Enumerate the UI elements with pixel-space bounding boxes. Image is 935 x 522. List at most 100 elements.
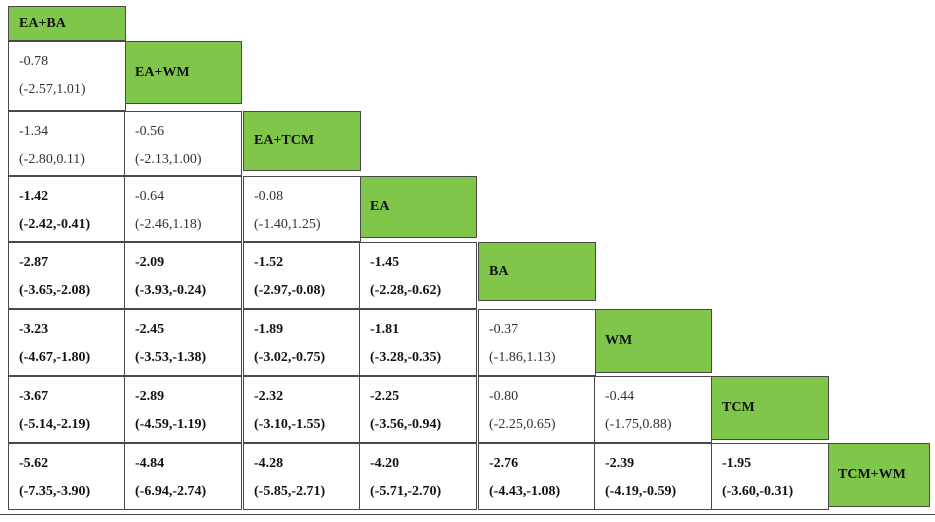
treatment-label: WM xyxy=(605,333,633,348)
effect-estimate: -0.80 xyxy=(489,389,519,404)
confidence-interval: (-2.57,1.01) xyxy=(19,82,86,97)
effect-estimate: -3.67 xyxy=(19,389,49,404)
comparison-cell: -5.62 (-7.35,-3.90) xyxy=(8,443,126,510)
effect-estimate: -2.32 xyxy=(254,389,284,404)
comparison-cell: -1.45 (-2.28,-0.62) xyxy=(359,242,477,309)
confidence-interval: (-5.14,-2.19) xyxy=(19,417,91,432)
confidence-interval: (-3.02,-0.75) xyxy=(254,350,326,365)
confidence-interval: (-2.46,1.18) xyxy=(135,217,202,232)
effect-estimate: -0.78 xyxy=(19,54,49,69)
confidence-interval: (-2.13,1.00) xyxy=(135,152,202,167)
comparison-cell: -1.34 (-2.80,0.11) xyxy=(8,111,126,176)
effect-estimate: -1.42 xyxy=(19,189,49,204)
comparison-cell: -1.52 (-2.97,-0.08) xyxy=(243,242,361,309)
effect-estimate: -2.89 xyxy=(135,389,165,404)
comparison-cell: -0.80 (-2.25,0.65) xyxy=(478,376,596,443)
confidence-interval: (-3.10,-1.55) xyxy=(254,417,326,432)
confidence-interval: (-1.40,1.25) xyxy=(254,217,321,232)
effect-estimate: -2.76 xyxy=(489,456,519,471)
confidence-interval: (-3.28,-0.35) xyxy=(370,350,442,365)
treatment-label-cell: EA+TCM xyxy=(243,111,361,171)
treatment-label-cell: BA xyxy=(478,242,596,301)
confidence-interval: (-3.56,-0.94) xyxy=(370,417,442,432)
confidence-interval: (-2.80,0.11) xyxy=(19,152,85,167)
effect-estimate: -2.25 xyxy=(370,389,400,404)
comparison-cell: -1.89 (-3.02,-0.75) xyxy=(243,309,361,376)
comparison-cell: -4.20 (-5.71,-2.70) xyxy=(359,443,477,510)
treatment-label-cell: EA xyxy=(359,176,477,238)
comparison-cell: -2.76 (-4.43,-1.08) xyxy=(478,443,596,510)
effect-estimate: -2.39 xyxy=(605,456,635,471)
comparison-cell: -2.09 (-3.93,-0.24) xyxy=(124,242,242,309)
confidence-interval: (-2.25,0.65) xyxy=(489,417,556,432)
treatment-label: EA+BA xyxy=(19,15,66,31)
confidence-interval: (-3.60,-0.31) xyxy=(722,484,794,499)
comparison-cell: -4.84 (-6.94,-2.74) xyxy=(124,443,242,510)
comparison-cell: -2.45 (-3.53,-1.38) xyxy=(124,309,242,376)
confidence-interval: (-2.42,-0.41) xyxy=(19,217,91,232)
confidence-interval: (-3.65,-2.08) xyxy=(19,283,91,298)
effect-estimate: -1.81 xyxy=(370,322,400,337)
effect-estimate: -0.37 xyxy=(489,322,519,337)
effect-estimate: -2.09 xyxy=(135,255,165,270)
treatment-label-cell: WM xyxy=(594,309,712,373)
comparison-cell: -0.56 (-2.13,1.00) xyxy=(124,111,242,176)
treatment-label: TCM xyxy=(722,400,755,415)
confidence-interval: (-4.19,-0.59) xyxy=(605,484,677,499)
treatment-label: EA+TCM xyxy=(254,133,315,148)
effect-estimate: -3.23 xyxy=(19,322,49,337)
effect-estimate: -1.89 xyxy=(254,322,284,337)
treatment-label-cell: TCM+WM xyxy=(827,443,930,507)
comparison-cell: -1.95 (-3.60,-0.31) xyxy=(711,443,829,510)
comparison-cell: -0.44 (-1.75,0.88) xyxy=(594,376,712,443)
comparison-cell: -0.64 (-2.46,1.18) xyxy=(124,176,242,242)
effect-estimate: -4.84 xyxy=(135,456,165,471)
table-bottom-rule xyxy=(0,514,935,515)
comparison-cell: -2.89 (-4.59,-1.19) xyxy=(124,376,242,443)
effect-estimate: -1.52 xyxy=(254,255,284,270)
treatment-label: BA xyxy=(489,263,509,279)
confidence-interval: (-1.86,1.13) xyxy=(489,350,556,365)
effect-estimate: -4.20 xyxy=(370,456,400,471)
comparison-cell: -2.87 (-3.65,-2.08) xyxy=(8,242,126,309)
comparison-cell: -0.37 (-1.86,1.13) xyxy=(478,309,596,376)
comparison-cell: -2.32 (-3.10,-1.55) xyxy=(243,376,361,443)
treatment-label-cell: EA+WM xyxy=(124,41,242,104)
comparison-cell: -0.08 (-1.40,1.25) xyxy=(243,176,361,242)
effect-estimate: -5.62 xyxy=(19,456,49,471)
treatment-label: EA+WM xyxy=(135,64,190,80)
confidence-interval: (-3.53,-1.38) xyxy=(135,350,207,365)
effect-estimate: -1.95 xyxy=(722,456,752,471)
effect-estimate: -0.56 xyxy=(135,124,165,139)
treatment-label: TCM+WM xyxy=(838,467,906,482)
effect-estimate: -2.45 xyxy=(135,322,165,337)
comparison-cell: -2.39 (-4.19,-0.59) xyxy=(594,443,712,510)
treatment-label: EA xyxy=(370,199,390,214)
confidence-interval: (-2.97,-0.08) xyxy=(254,283,326,298)
confidence-interval: (-4.67,-1.80) xyxy=(19,350,91,365)
confidence-interval: (-2.28,-0.62) xyxy=(370,283,442,298)
confidence-interval: (-5.71,-2.70) xyxy=(370,484,442,499)
comparison-cell: -3.23 (-4.67,-1.80) xyxy=(8,309,126,376)
confidence-interval: (-3.93,-0.24) xyxy=(135,283,207,298)
effect-estimate: -4.28 xyxy=(254,456,284,471)
confidence-interval: (-7.35,-3.90) xyxy=(19,484,91,499)
treatment-label-cell: TCM xyxy=(711,376,829,440)
effect-estimate: -1.45 xyxy=(370,255,400,270)
comparison-cell: -0.78 (-2.57,1.01) xyxy=(8,41,126,111)
effect-estimate: -0.64 xyxy=(135,189,165,204)
effect-estimate: -2.87 xyxy=(19,255,49,270)
comparison-cell: -1.42 (-2.42,-0.41) xyxy=(8,176,126,242)
comparison-cell: -3.67 (-5.14,-2.19) xyxy=(8,376,126,443)
confidence-interval: (-4.59,-1.19) xyxy=(135,417,207,432)
comparison-cell: -1.81 (-3.28,-0.35) xyxy=(359,309,477,376)
comparison-cell: -2.25 (-3.56,-0.94) xyxy=(359,376,477,443)
comparison-cell: -4.28 (-5.85,-2.71) xyxy=(243,443,361,510)
effect-estimate: -1.34 xyxy=(19,124,49,139)
confidence-interval: (-5.85,-2.71) xyxy=(254,484,326,499)
effect-estimate: -0.44 xyxy=(605,389,635,404)
confidence-interval: (-6.94,-2.74) xyxy=(135,484,207,499)
confidence-interval: (-4.43,-1.08) xyxy=(489,484,561,499)
effect-estimate: -0.08 xyxy=(254,189,284,204)
